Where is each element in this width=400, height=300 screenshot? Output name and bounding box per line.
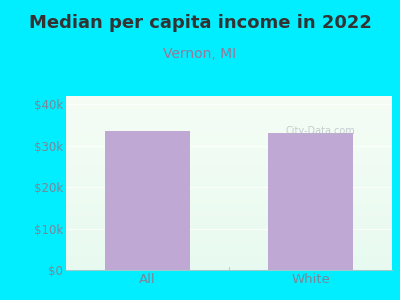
Bar <box>105 131 190 270</box>
Text: City-Data.com: City-Data.com <box>286 126 355 136</box>
Text: Vernon, MI: Vernon, MI <box>164 46 236 61</box>
Bar <box>268 133 353 270</box>
Text: Median per capita income in 2022: Median per capita income in 2022 <box>28 14 372 32</box>
